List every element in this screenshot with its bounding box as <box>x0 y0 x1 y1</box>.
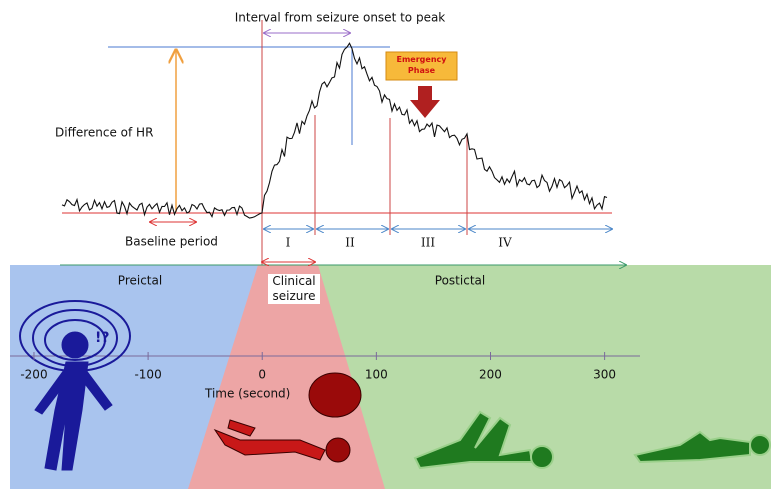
phase-numeral: IV <box>498 236 512 250</box>
axis-label: Time (second) <box>204 387 290 401</box>
diagram: !? Interval from seizure onset to peak D… <box>0 0 771 489</box>
phase-numeral: I <box>286 236 291 250</box>
hr-label: Difference of HR <box>55 126 153 140</box>
tick-label: -100 <box>134 368 161 382</box>
emergency-label: Emergency Phase <box>388 54 455 76</box>
baseline-label: Baseline period <box>125 235 218 249</box>
tick-label: 100 <box>365 368 388 382</box>
period-label: Postictal <box>435 274 485 288</box>
period-label: Clinical seizure <box>268 274 320 304</box>
tick-label: -200 <box>20 368 47 382</box>
period-label: Preictal <box>118 274 162 288</box>
tick-label: 200 <box>479 368 502 382</box>
tick-label: 0 <box>258 368 266 382</box>
emergency-arrow <box>410 86 440 118</box>
phase-numeral: III <box>421 236 435 250</box>
title: Interval from seizure onset to peak <box>235 11 446 25</box>
phase-numeral: II <box>345 236 355 250</box>
confusion-mark: !? <box>95 330 110 346</box>
tick-label: 300 <box>593 368 616 382</box>
figure: !? Interval from seizure onset to peak D… <box>0 0 771 489</box>
